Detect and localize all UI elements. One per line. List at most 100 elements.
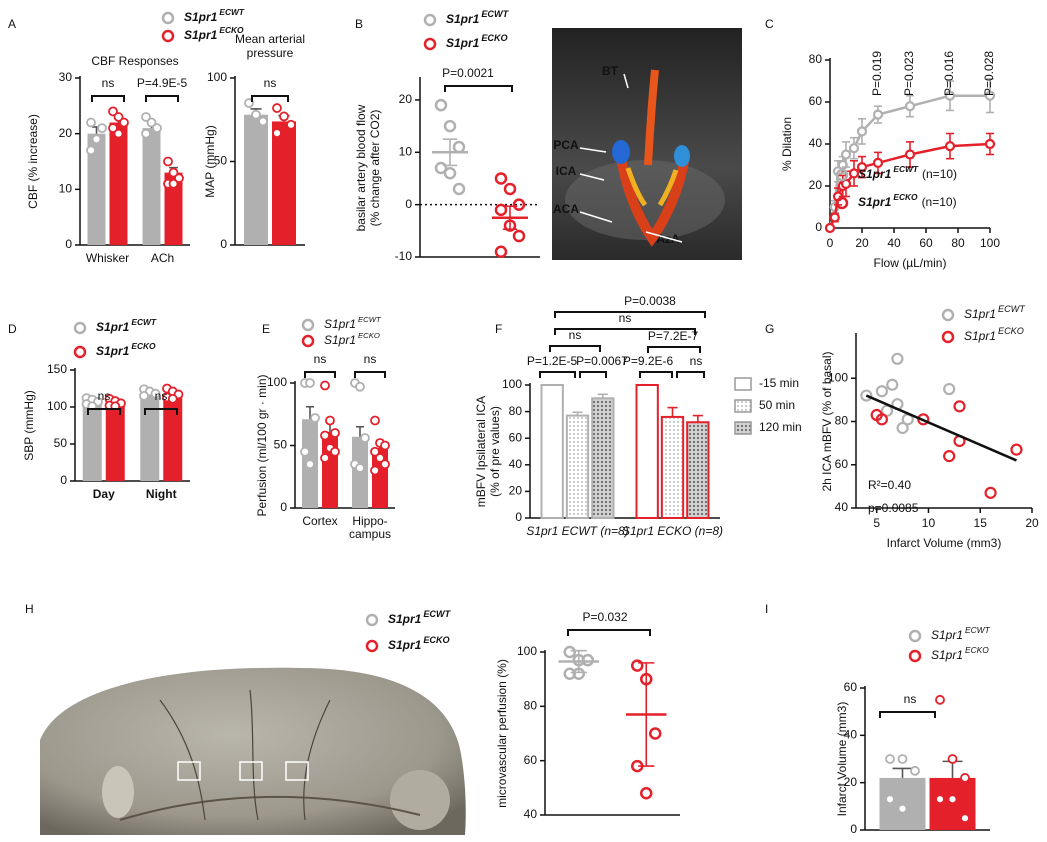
y-tick-label: 10 xyxy=(399,144,413,158)
legend-label: 120 min xyxy=(759,420,802,434)
image-label: ACA xyxy=(553,202,579,216)
x-tick-label: Day xyxy=(93,487,115,501)
legend-name: S1pr1 xyxy=(96,344,130,358)
data-point xyxy=(494,245,508,259)
panel-title: pressure xyxy=(247,46,294,60)
y-tick-label: 0 xyxy=(515,510,522,524)
y-tick-label: 0 xyxy=(280,500,287,514)
x-tick-label: 80 xyxy=(951,236,965,250)
data-point xyxy=(108,123,118,134)
bar xyxy=(591,397,615,519)
y-tick-label: -10 xyxy=(395,249,413,263)
bracket xyxy=(639,371,673,378)
legend-name: S1pr1 xyxy=(388,638,422,652)
legend-label: S1pr1 ECKO xyxy=(931,645,989,662)
legend-marker xyxy=(423,13,437,27)
x-tick-label: 20 xyxy=(855,236,869,250)
legend-marker xyxy=(941,330,955,344)
bracket xyxy=(549,345,601,352)
data-point xyxy=(904,149,916,160)
y-tick-label: 0 xyxy=(65,237,72,251)
data-point xyxy=(824,222,836,234)
annotation: ns xyxy=(314,352,327,366)
legend-sup: ECKO xyxy=(423,635,449,645)
data-point xyxy=(380,440,390,451)
legend-label: S1pr1 ECKO xyxy=(324,331,380,347)
y-tick-label: 60 xyxy=(524,753,538,767)
y-tick-label: 100 xyxy=(267,375,287,389)
data-point xyxy=(434,98,448,112)
y-tick-label: 40 xyxy=(509,457,523,471)
legend-name: 120 min xyxy=(759,420,802,434)
data-point xyxy=(984,138,996,150)
y-axis-label: 2h ICA mBFV (% of basal) xyxy=(820,351,834,491)
annotation: P=0.028 xyxy=(982,51,996,96)
annotation: R²=0.40 xyxy=(868,478,911,492)
data-point xyxy=(113,112,124,122)
y-tick-label: 60 xyxy=(844,680,858,694)
y-tick-label: 40 xyxy=(809,136,823,150)
legend-name: -15 min xyxy=(759,376,799,390)
x-tick-label: S1pr1 ECWT (n=8) xyxy=(526,524,628,538)
legend-sup: ECWT xyxy=(131,317,157,327)
y-tick-label: 80 xyxy=(509,404,523,418)
y-tick-label: 60 xyxy=(835,457,849,471)
legend-sup: ECWT xyxy=(893,164,919,174)
data-point xyxy=(512,229,526,243)
x-tick-label: 10 xyxy=(922,516,936,530)
y-tick-label: 100 xyxy=(47,399,67,413)
data-point xyxy=(108,106,118,117)
bracket xyxy=(579,371,607,378)
data-point xyxy=(86,117,96,128)
y-tick-label: 40 xyxy=(524,807,538,821)
data-point xyxy=(947,794,958,805)
legend-label: S1pr1 ECWT xyxy=(324,315,382,331)
y-tick-label: 40 xyxy=(844,728,858,742)
data-point xyxy=(872,157,884,168)
x-tick-label: 40 xyxy=(887,236,901,250)
data-point xyxy=(886,378,899,391)
annotation: ns xyxy=(569,328,582,342)
legend-sup: ECWT xyxy=(965,625,991,635)
legend-suffix: (n=10) xyxy=(922,167,957,181)
data-point xyxy=(896,421,909,435)
x-axis-label: Infarct Volume (mm3) xyxy=(887,536,1002,550)
y-tick-label: 30 xyxy=(59,70,73,84)
data-point xyxy=(897,754,908,764)
y-tick-label: 0 xyxy=(220,237,227,251)
y-tick-label: 20 xyxy=(509,484,523,498)
bar xyxy=(142,128,161,245)
legend-label: S1pr1 ECKO xyxy=(964,326,1024,343)
data-point xyxy=(452,182,466,196)
data-point xyxy=(581,653,594,667)
annotation: p=0.0085 xyxy=(868,501,919,515)
legend-marker xyxy=(423,37,437,51)
legend-label: S1pr1 ECKO (n=10) xyxy=(858,192,957,209)
image-label: PCA xyxy=(553,138,579,152)
legend-marker xyxy=(365,639,379,653)
annotation: ns xyxy=(619,311,632,325)
data-point xyxy=(503,182,517,196)
bracket xyxy=(354,371,386,378)
data-point xyxy=(320,380,330,391)
panel-letter: F xyxy=(495,322,502,336)
panel-letter: H xyxy=(25,602,34,616)
data-point xyxy=(305,378,315,388)
bar xyxy=(635,384,659,519)
legend-label: S1pr1 ECKO xyxy=(184,25,244,42)
legend-label: S1pr1 ECWT xyxy=(446,9,510,26)
legend-marker xyxy=(365,613,379,627)
y-axis-label: (% of pre values) xyxy=(488,406,502,497)
bar xyxy=(164,172,183,245)
pointer xyxy=(623,73,629,89)
data-point xyxy=(310,413,320,423)
data-point xyxy=(370,446,380,457)
data-point xyxy=(872,109,884,120)
data-point xyxy=(875,413,888,426)
data-point xyxy=(174,173,184,184)
y-tick-label: 20 xyxy=(844,775,858,789)
data-point xyxy=(563,645,576,659)
legend-sup: ECKO xyxy=(358,331,380,340)
data-point xyxy=(631,659,644,672)
bracket xyxy=(554,311,706,318)
